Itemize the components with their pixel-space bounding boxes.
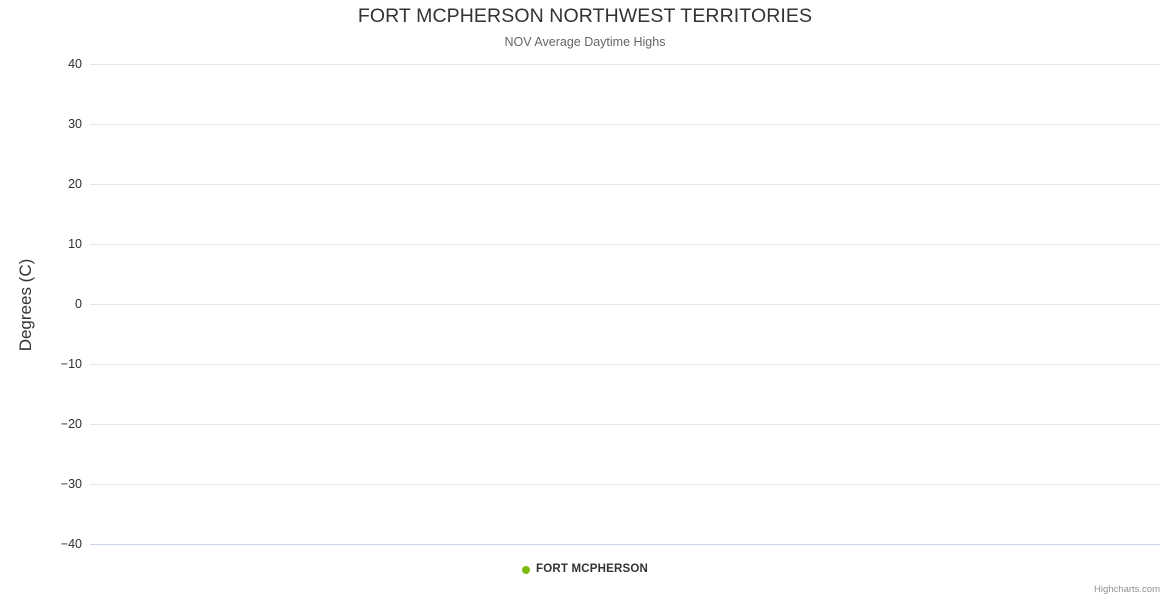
chart-legend: FORT MCPHERSON — [0, 563, 1170, 575]
highcharts-credits-link[interactable]: Highcharts.com — [1094, 584, 1160, 595]
y-tick-label-neg-20: −20 — [60, 417, 82, 431]
legend-item-fort-mcpherson[interactable]: FORT MCPHERSON — [521, 563, 649, 575]
gridline-30 — [90, 124, 1160, 125]
y-tick-label-0: 0 — [75, 297, 82, 311]
y-tick-label-neg-40: −40 — [60, 537, 82, 551]
chart-subtitle: NOV Average Daytime Highs — [504, 35, 666, 49]
plot-area — [90, 64, 1160, 544]
y-tick-label-30: 30 — [68, 117, 82, 131]
y-axis-baseline — [90, 544, 1160, 545]
gridline-40 — [90, 64, 1160, 65]
y-tick-label-neg-10: −10 — [60, 357, 82, 371]
chart-title: FORT MCPHERSON NORTHWEST TERRITORIES — [357, 5, 813, 27]
y-tick-label-neg-30: −30 — [60, 477, 82, 491]
gridline-neg-10 — [90, 364, 1160, 365]
gridline-neg-20 — [90, 424, 1160, 425]
legend-marker-dot — [521, 565, 530, 574]
gridline-0 — [90, 304, 1160, 305]
gridline-neg-30 — [90, 484, 1160, 485]
gridline-20 — [90, 184, 1160, 185]
y-tick-label-10: 10 — [68, 237, 82, 251]
y-axis-labels: 40 30 20 10 0 −10 −20 −30 −40 — [8, 0, 82, 600]
y-tick-label-20: 20 — [68, 177, 82, 191]
legend-item-label: FORT MCPHERSON — [535, 563, 649, 575]
gridline-10 — [90, 244, 1160, 245]
y-tick-label-40: 40 — [68, 57, 82, 71]
